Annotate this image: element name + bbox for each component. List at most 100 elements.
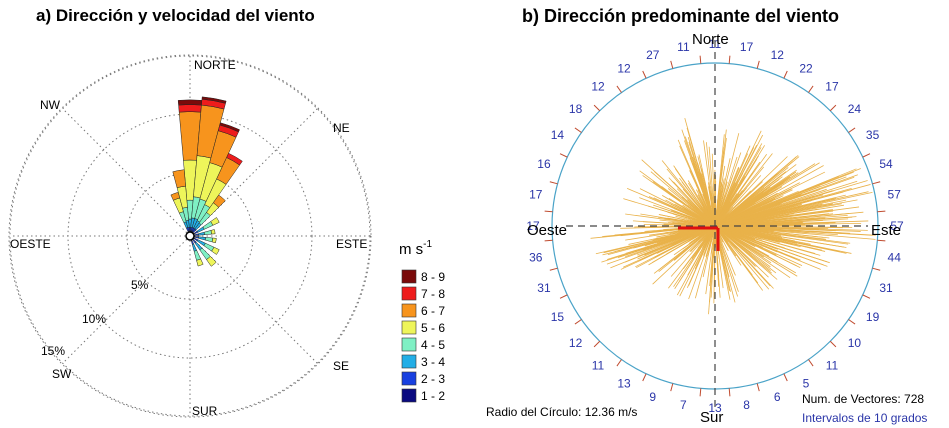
dir-label-east: ESTE — [336, 237, 367, 251]
wind-vector — [703, 140, 716, 227]
ring-label-15: 15% — [41, 344, 65, 358]
wind-vector — [714, 180, 829, 227]
vectors-note: Num. de Vectores: 728 — [802, 392, 924, 406]
wind-vector — [714, 225, 801, 268]
sector-count: 17 — [529, 187, 543, 201]
axis-cross — [566, 40, 868, 412]
legend-swatch — [401, 320, 417, 335]
rose-bar-segment — [210, 217, 220, 226]
sector-count: 16 — [537, 157, 551, 171]
rose-ring-3 — [8, 54, 372, 418]
legend-label: 2 - 3 — [421, 372, 445, 386]
wind-vector — [714, 225, 720, 287]
sector-counts: 11 17 12 22 17 24 35 54 57 57 44 31 19 10 11 5 6 8 13 7 9 13 1… — [526, 37, 904, 415]
sector-tick — [642, 373, 647, 382]
wind-vector — [714, 172, 795, 227]
sector-tick — [872, 267, 881, 271]
wind-vector — [667, 217, 716, 227]
legend-label: 7 - 8 — [421, 287, 445, 301]
dir-label-oeste: Oeste — [527, 222, 567, 239]
sector-tick — [699, 388, 702, 397]
legend-unit-text: m s — [399, 241, 423, 258]
wind-vector — [714, 225, 801, 261]
wind-vector — [714, 225, 752, 233]
rose-center — [185, 231, 195, 241]
rose-bar-segment — [177, 99, 203, 106]
sector-count: 12 — [591, 80, 605, 94]
sector-count: 12 — [771, 48, 785, 62]
legend-items: 8 - 9 7 - 8 6 - 7 5 - 6 4 - 5 3 - 4 2 - 3 1 - 2 — [401, 269, 445, 403]
sector-tick — [877, 239, 886, 242]
sector-tick — [670, 383, 674, 392]
sector-count: 13 — [708, 401, 722, 415]
sector-count: 36 — [529, 251, 543, 265]
sector-tick — [783, 70, 788, 79]
wind-vector — [595, 225, 716, 255]
wind-vector — [620, 225, 716, 270]
sector-count: 27 — [646, 48, 660, 62]
wind-vector — [714, 225, 821, 256]
sector-tick — [756, 60, 760, 69]
sector-count: 14 — [551, 128, 565, 142]
legend-swatch — [401, 371, 417, 386]
radius-note: Radio del Círculo: 12.36 m/s — [486, 405, 637, 419]
wind-vector — [714, 225, 830, 239]
rose-bar-segment — [210, 229, 216, 235]
legend-swatch — [401, 303, 417, 318]
wind-vector — [714, 225, 778, 280]
wind-vector — [650, 171, 716, 227]
dir-label-se: SE — [333, 359, 349, 373]
sector-count: 9 — [649, 390, 656, 404]
wind-vector — [695, 184, 716, 227]
sector-tick — [862, 153, 871, 158]
rose-bar-segment — [194, 233, 199, 236]
wind-vector — [673, 165, 716, 227]
wind-vector — [714, 225, 770, 290]
sector-count: 7 — [680, 398, 687, 412]
sector-count: 11 — [677, 40, 690, 54]
sector-count: 57 — [888, 187, 902, 201]
sector-count: 12 — [569, 336, 583, 350]
dir-label-west: OESTE — [10, 237, 51, 251]
wind-vector — [703, 225, 716, 256]
wind-vector — [714, 155, 799, 227]
sector-tick — [574, 127, 582, 133]
wind-vector — [705, 225, 716, 295]
sector-count: 24 — [848, 102, 862, 116]
rose-bar-segment — [204, 237, 214, 243]
wind-vector — [714, 217, 774, 227]
legend-label: 8 - 9 — [421, 270, 445, 284]
sector-tick — [544, 210, 553, 213]
panel-b-title: b) Dirección predominante del viento — [522, 6, 840, 26]
sector-count: 31 — [879, 281, 893, 295]
wind-vector — [714, 182, 800, 227]
legend-swatch — [401, 269, 417, 284]
sector-tick — [877, 210, 886, 213]
panel-a-title: a) Dirección y velocidad del viento — [36, 6, 315, 25]
sector-tick — [783, 373, 788, 382]
speed-legend: m s-1 8 - 9 7 - 8 6 - 7 5 - 6 4 - 5 3 - 4 2 - … — [399, 239, 445, 403]
sector-tick — [728, 55, 731, 64]
rose-bar-segment — [193, 249, 201, 261]
sector-tick — [549, 267, 558, 271]
resultant-vector — [678, 226, 720, 251]
wind-vector — [652, 225, 716, 263]
sector-tick — [559, 294, 568, 299]
sector-count: 44 — [888, 251, 902, 265]
sector-tick — [699, 55, 702, 64]
sector-count: 10 — [848, 336, 862, 350]
sector-tick — [829, 340, 837, 348]
sector-count: 15 — [551, 310, 565, 324]
wind-vector — [714, 225, 752, 240]
sector-tick — [808, 85, 814, 93]
vector-lines — [590, 118, 876, 315]
wind-vector — [714, 225, 783, 243]
sector-count: 18 — [569, 102, 583, 116]
sector-count: 17 — [825, 80, 839, 94]
sector-tick — [670, 60, 674, 69]
wind-vector — [714, 175, 762, 227]
sector-tick — [593, 104, 601, 112]
sector-tick — [848, 127, 856, 133]
wind-vector — [714, 216, 756, 227]
